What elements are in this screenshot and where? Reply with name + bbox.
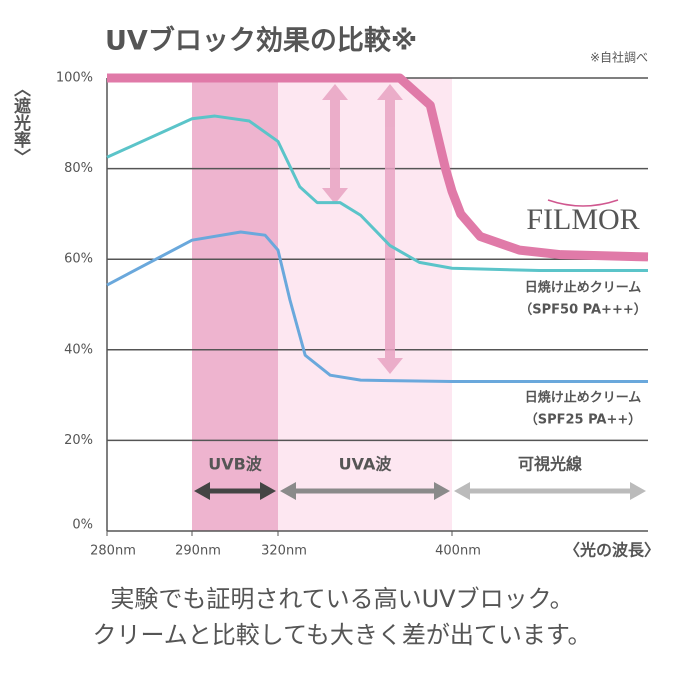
legend-spec: （SPF25 PA++） (525, 412, 642, 428)
band-label: UVB波 (208, 455, 263, 474)
caption: 実験でも証明されている高いUVブロック。 (110, 585, 573, 613)
legend-label: 日焼け止めクリーム (525, 390, 642, 406)
y-tick-label: 60% (64, 252, 93, 267)
series-line (106, 230, 648, 384)
band-arrow-head (434, 482, 450, 500)
legend-label: 日焼け止めクリーム (525, 280, 642, 296)
y-tick-label: 40% (64, 342, 93, 357)
note: ※自社調べ (590, 50, 648, 65)
series-line (107, 73, 649, 262)
series-line (106, 114, 648, 273)
band-label: 可視光線 (518, 455, 582, 474)
y-tick-label: 80% (64, 161, 93, 176)
band-label: UVA波 (339, 455, 393, 474)
arrows (322, 84, 403, 374)
y-tick-label: 0% (72, 518, 93, 533)
logo-arc (547, 199, 619, 207)
x-tick-label: 290nm (175, 544, 221, 559)
legend-spec: （SPF50 PA+++） (519, 302, 646, 318)
y-tick-label: 20% (64, 433, 93, 448)
band (192, 78, 278, 531)
x-tick-label: 400nm (435, 544, 481, 559)
x-axis-label: 〈光の波長〉 (564, 541, 660, 560)
legend-label: FILMOR (526, 203, 639, 236)
x-tick-label: 320nm (261, 544, 307, 559)
band-arrow-head (260, 482, 276, 500)
chart-title: UVブロック効果の比較※ (105, 25, 417, 57)
y-axis-label: 〈遮光率〉 (10, 80, 32, 165)
x-tick-label: 280nm (90, 544, 136, 559)
band (278, 78, 452, 531)
band-arrow-head (280, 482, 296, 500)
band-arrow-head (630, 482, 646, 500)
band-arrow-head (454, 482, 470, 500)
y-tick-label: 100% (56, 71, 93, 86)
caption: クリームと比較しても大きく差が出ています。 (93, 621, 592, 649)
band-arrow-head (194, 482, 210, 500)
